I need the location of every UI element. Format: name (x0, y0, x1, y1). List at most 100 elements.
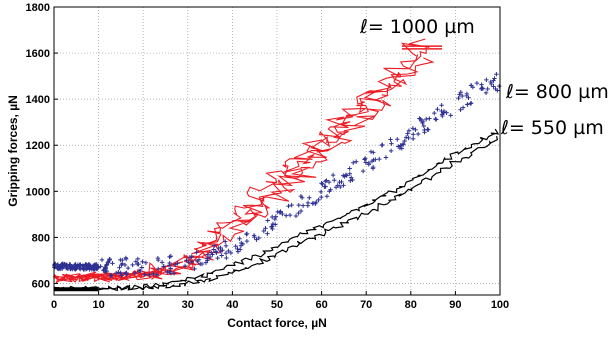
annotation-550: ℓ= 550 µm (500, 117, 604, 139)
marker-800-384 (223, 243, 229, 249)
marker-800-279 (272, 216, 278, 222)
marker-800-360 (107, 257, 112, 262)
marker-800-157 (84, 263, 90, 268)
marker-800-397 (410, 126, 416, 131)
marker-800-389 (474, 80, 480, 86)
x-tick-label-10: 100 (491, 299, 509, 311)
marker-800-111 (383, 155, 389, 160)
marker-800-351 (125, 265, 131, 271)
marker-800-290 (296, 202, 301, 208)
marker-800-391 (479, 82, 484, 87)
marker-800-176 (332, 178, 337, 183)
marker-800-398 (349, 175, 354, 180)
marker-800-404 (194, 258, 200, 264)
marker-800-207 (270, 221, 276, 227)
marker-800-233 (118, 257, 123, 263)
marker-800-113 (406, 128, 412, 133)
marker-800-153 (492, 76, 497, 81)
marker-800-175 (424, 116, 429, 122)
marker-800-344 (99, 257, 105, 263)
marker-800-336 (172, 262, 178, 268)
marker-800-160 (52, 262, 58, 267)
marker-800-270 (402, 138, 407, 144)
marker-800-356 (469, 100, 474, 106)
x-tick-label-9: 90 (449, 299, 461, 311)
marker-800-229 (103, 265, 108, 271)
marker-800-193 (168, 266, 173, 271)
marker-800-202 (207, 254, 213, 260)
x-tick-label-0: 0 (51, 299, 57, 311)
marker-800-263 (116, 270, 121, 275)
marker-800-407 (186, 260, 191, 265)
marker-800-240 (319, 194, 324, 200)
marker-800-387 (275, 209, 280, 215)
marker-800-362 (182, 263, 188, 269)
marker-800-394 (422, 130, 427, 135)
marker-800-411 (94, 262, 99, 267)
marker-800-317 (142, 272, 147, 277)
marker-800-413 (156, 266, 161, 272)
marker-800-158 (348, 178, 353, 183)
series-2 (53, 128, 500, 292)
marker-800-138 (68, 266, 73, 272)
marker-800-299 (133, 259, 139, 264)
marker-800-417 (119, 273, 124, 278)
marker-800-321 (265, 218, 270, 223)
marker-800-226 (280, 211, 285, 217)
marker-800-154 (459, 93, 465, 99)
marker-800-150 (118, 270, 123, 276)
marker-800-339 (439, 103, 444, 108)
marker-800-337 (354, 159, 359, 164)
trace-0-2 (52, 38, 430, 283)
y-tick-label-2: 1000 (26, 186, 50, 198)
marker-800-164 (458, 107, 463, 112)
marker-800-256 (110, 261, 115, 266)
marker-800-186 (466, 95, 471, 100)
marker-800-372 (124, 272, 129, 277)
marker-800-183 (435, 107, 440, 112)
marker-800-349 (398, 143, 403, 148)
marker-800-406 (351, 160, 356, 165)
x-tick-label-3: 30 (182, 299, 194, 311)
marker-800-225 (494, 71, 499, 77)
annotation-1000: ℓ= 1000 µm (359, 16, 475, 38)
marker-800-355 (98, 264, 103, 269)
marker-800-272 (64, 262, 70, 268)
marker-800-343 (434, 117, 439, 122)
marker-800-140 (215, 255, 220, 261)
marker-800-133 (194, 250, 199, 255)
marker-800-330 (371, 150, 376, 155)
marker-800-366 (421, 123, 426, 129)
marker-800-357 (464, 91, 470, 97)
marker-800-228 (318, 189, 324, 195)
series-1 (52, 71, 502, 279)
marker-800-324 (403, 135, 409, 140)
marker-800-418 (263, 225, 268, 231)
marker-800-191 (81, 266, 86, 272)
marker-800-414 (108, 272, 114, 278)
marker-800-322 (205, 252, 211, 258)
marker-800-403 (226, 248, 231, 254)
marker-800-373 (140, 259, 145, 264)
y-tick-label-3: 1200 (26, 140, 50, 152)
marker-800-283 (228, 250, 234, 256)
marker-800-371 (168, 254, 174, 259)
marker-800-222 (219, 253, 224, 258)
x-axis-title: Contact force, µN (227, 316, 327, 330)
marker-800-338 (187, 254, 193, 260)
marker-800-367 (341, 173, 346, 178)
marker-800-117 (491, 78, 496, 83)
marker-800-254 (130, 262, 135, 268)
marker-800-409 (223, 251, 229, 256)
marker-800-316 (166, 263, 172, 268)
marker-800-382 (328, 187, 333, 192)
marker-800-137 (55, 265, 60, 271)
marker-800-364 (360, 168, 366, 174)
marker-800-231 (287, 212, 293, 218)
marker-800-185 (491, 84, 496, 89)
marker-800-309 (265, 231, 270, 236)
marker-800-291 (289, 202, 294, 208)
marker-800-293 (395, 137, 400, 142)
marker-800-400 (147, 272, 152, 278)
